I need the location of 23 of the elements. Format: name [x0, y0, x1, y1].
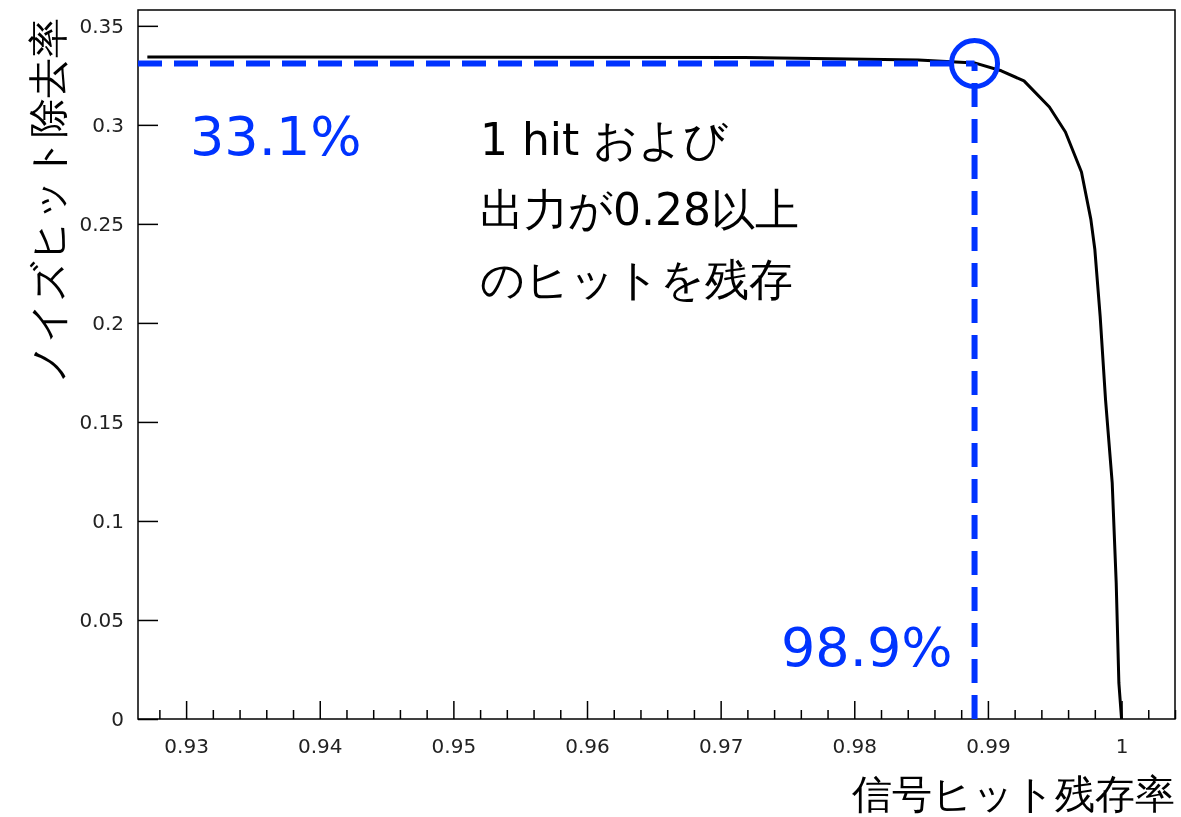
- x-tick-label: 0.98: [832, 734, 878, 758]
- y-tick-label: 0.1: [92, 508, 124, 533]
- annotation: 出力が0.28以上: [480, 184, 799, 235]
- x-tick-label: 1: [1115, 734, 1129, 758]
- y-tick-label: 0.05: [79, 607, 124, 632]
- y-tick-label: 0.3: [92, 112, 124, 137]
- y-tick-label: 0: [111, 706, 124, 731]
- x-tick-label: 0.96: [565, 734, 610, 758]
- x-tick-label: 0.94: [297, 734, 343, 758]
- y-tick-label: 0.2: [92, 310, 124, 335]
- x-tick-label: 0.99: [966, 734, 1011, 758]
- x-axis-title: 信号ヒット残存率: [852, 771, 1175, 817]
- y-tick-label: 0.35: [79, 13, 124, 38]
- ref-line-label: 33.1%: [190, 105, 362, 169]
- x-tick-label: 0.93: [164, 734, 209, 758]
- y-tick-label: 0.25: [79, 211, 124, 236]
- x-tick-label: 0.97: [698, 734, 744, 758]
- annotation: 1 hit および: [480, 114, 729, 165]
- y-tick-label: 0.15: [79, 409, 124, 434]
- annotation: のヒットを残存: [480, 254, 793, 305]
- x-tick-label: 0.95: [431, 734, 477, 758]
- ref-line-label: 98.9%: [781, 616, 953, 679]
- y-axis-title: ノイズヒット除去率: [25, 18, 71, 384]
